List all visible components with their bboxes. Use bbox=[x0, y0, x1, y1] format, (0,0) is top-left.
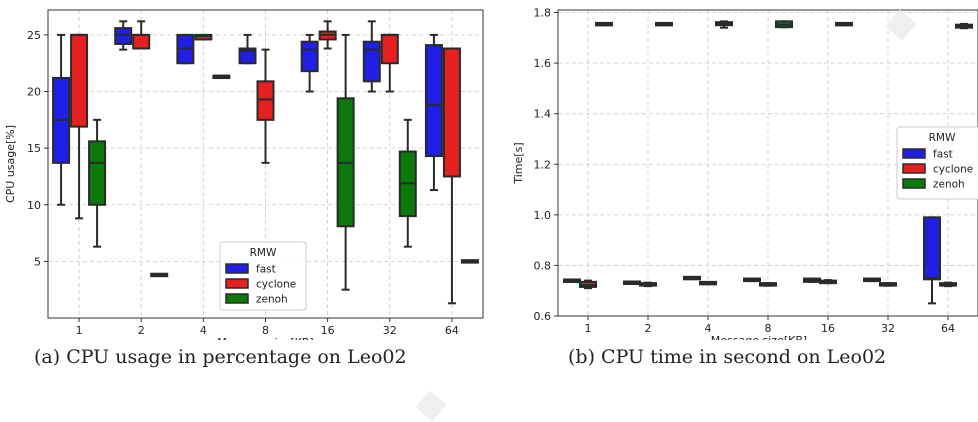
y-tick-label: 5 bbox=[34, 255, 41, 268]
y-tick-label: 0.8 bbox=[534, 259, 552, 272]
legend-entry-fast: fast bbox=[256, 264, 276, 276]
legend-entry-cyclone: cyclone bbox=[933, 164, 973, 176]
y-tick-label: 25 bbox=[27, 29, 41, 42]
y-axis-label: Time[s] bbox=[512, 142, 525, 184]
box-zenoh bbox=[88, 140, 107, 206]
chart-cpu-usage: 5 10 15 20 25 1 2 4 8 16 32 64 Message size[KB] CPU u… bbox=[4, 9, 484, 340]
box-fast bbox=[362, 40, 381, 83]
y-tick-label: 10 bbox=[27, 199, 41, 212]
chart-cpu-time: 0.6 0.8 1.0 1.2 1.4 1.6 1.8 1 2 4 8 16 32 64 Message s… bbox=[512, 7, 978, 340]
legend-title: RMW bbox=[929, 132, 956, 144]
box-fast bbox=[424, 44, 443, 158]
legend-title: RMW bbox=[250, 247, 277, 259]
x-tick-label: 8 bbox=[765, 322, 772, 335]
y-tick-label: 20 bbox=[27, 86, 41, 99]
y-tick-label: 1.2 bbox=[534, 158, 552, 171]
y-tick-label: 0.6 bbox=[534, 310, 552, 323]
figure: 5 10 15 20 25 1 2 4 8 16 32 64 Message size[KB] CPU u… bbox=[4, 7, 978, 340]
legend-entry-zenoh: zenoh bbox=[256, 294, 288, 306]
y-tick-label: 1.4 bbox=[534, 108, 552, 121]
x-tick-label: 16 bbox=[321, 324, 335, 337]
legend-swatch-fast bbox=[225, 263, 249, 274]
legend-swatch-zenoh bbox=[225, 293, 249, 304]
caption-b: (b) CPU time in second on Leo02 bbox=[568, 346, 887, 368]
legend-entry-zenoh: zenoh bbox=[933, 179, 965, 191]
legend-entry-fast: fast bbox=[933, 149, 953, 161]
legend-swatch-cyclone bbox=[225, 278, 249, 289]
watermark-mark bbox=[415, 390, 447, 422]
x-tick-label: 2 bbox=[645, 322, 652, 335]
y-tick-label: 1.6 bbox=[534, 57, 552, 70]
x-tick-label: 16 bbox=[821, 322, 835, 335]
x-axis-label: Message size[KB] bbox=[711, 334, 807, 340]
box-fast bbox=[923, 216, 941, 281]
x-tick-label: 32 bbox=[881, 322, 895, 335]
legend-swatch-cyclone bbox=[902, 163, 926, 174]
box-cyclone bbox=[380, 33, 399, 65]
legend: RMW fast cyclone zenoh bbox=[896, 126, 978, 200]
legend-entry-cyclone: cyclone bbox=[256, 279, 296, 291]
box-fast bbox=[114, 27, 133, 45]
box-cyclone bbox=[256, 80, 275, 121]
box-cyclone bbox=[70, 33, 89, 128]
caption-a: (a) CPU usage in percentage on Leo02 bbox=[34, 346, 407, 368]
x-tick-label: 32 bbox=[383, 324, 397, 337]
y-tick-label: 1.8 bbox=[534, 7, 552, 20]
legend: RMW fast cyclone zenoh bbox=[219, 241, 307, 311]
legend-swatch-fast bbox=[902, 148, 926, 159]
x-tick-label: 4 bbox=[200, 324, 207, 337]
legend-swatch-zenoh bbox=[902, 178, 926, 189]
box-fast bbox=[238, 47, 257, 65]
x-tick-label: 2 bbox=[138, 324, 145, 337]
box-fast bbox=[300, 40, 319, 73]
y-tick-label: 15 bbox=[27, 142, 41, 155]
box-cyclone bbox=[442, 47, 461, 178]
x-tick-label: 64 bbox=[941, 322, 955, 335]
x-tick-label: 1 bbox=[585, 322, 592, 335]
legend-frame bbox=[219, 241, 307, 311]
x-axis-label: Message size[KB] bbox=[217, 336, 313, 340]
y-tick-label: 1.0 bbox=[534, 209, 552, 222]
x-tick-label: 4 bbox=[705, 322, 712, 335]
x-tick-label: 64 bbox=[445, 324, 459, 337]
box-cyclone bbox=[132, 33, 151, 50]
box-cyclone bbox=[194, 33, 213, 41]
x-tick-label: 1 bbox=[76, 324, 83, 337]
x-tick-label: 8 bbox=[262, 324, 269, 337]
y-axis-label: CPU usage[%] bbox=[4, 125, 17, 203]
